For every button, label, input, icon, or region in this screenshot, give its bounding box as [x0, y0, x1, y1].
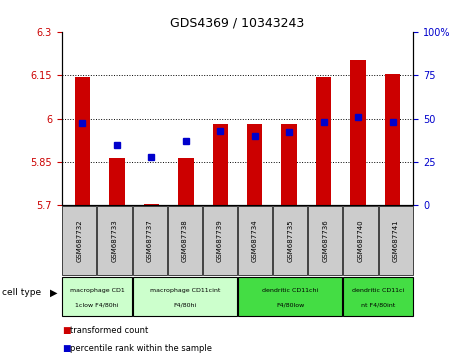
- Text: GSM687735: GSM687735: [287, 219, 293, 262]
- Title: GDS4369 / 10343243: GDS4369 / 10343243: [171, 16, 304, 29]
- Text: GSM687736: GSM687736: [323, 219, 328, 262]
- Text: transformed count: transformed count: [70, 326, 149, 336]
- Text: GSM687741: GSM687741: [393, 219, 399, 262]
- Bar: [316, 77, 332, 205]
- Text: GSM687734: GSM687734: [252, 219, 258, 262]
- Text: percentile rank within the sample: percentile rank within the sample: [70, 344, 212, 353]
- Text: dendritic CD11chi: dendritic CD11chi: [262, 288, 318, 293]
- Text: cell type: cell type: [2, 289, 41, 297]
- Text: ■: ■: [62, 326, 70, 336]
- Bar: [109, 159, 124, 205]
- Bar: [351, 60, 366, 205]
- Bar: [282, 124, 297, 205]
- Text: GSM687733: GSM687733: [112, 219, 117, 262]
- Bar: [143, 204, 159, 205]
- Bar: [247, 124, 263, 205]
- Text: GSM687737: GSM687737: [147, 219, 152, 262]
- Text: GSM687738: GSM687738: [182, 219, 188, 262]
- Text: 1clow F4/80hi: 1clow F4/80hi: [75, 303, 119, 308]
- Text: GSM687739: GSM687739: [217, 219, 223, 262]
- Text: F4/80low: F4/80low: [276, 303, 304, 308]
- Bar: [212, 124, 228, 205]
- Text: GSM687740: GSM687740: [358, 219, 363, 262]
- Bar: [385, 74, 400, 205]
- Text: ▶: ▶: [50, 288, 57, 298]
- Text: nt F4/80int: nt F4/80int: [361, 303, 395, 308]
- Text: F4/80hi: F4/80hi: [173, 303, 196, 308]
- Text: dendritic CD11ci: dendritic CD11ci: [352, 288, 404, 293]
- Text: ■: ■: [62, 344, 70, 353]
- Bar: [178, 159, 194, 205]
- Text: macrophage CD1: macrophage CD1: [69, 288, 124, 293]
- Text: GSM687732: GSM687732: [76, 219, 82, 262]
- Bar: [75, 77, 90, 205]
- Text: macrophage CD11cint: macrophage CD11cint: [150, 288, 220, 293]
